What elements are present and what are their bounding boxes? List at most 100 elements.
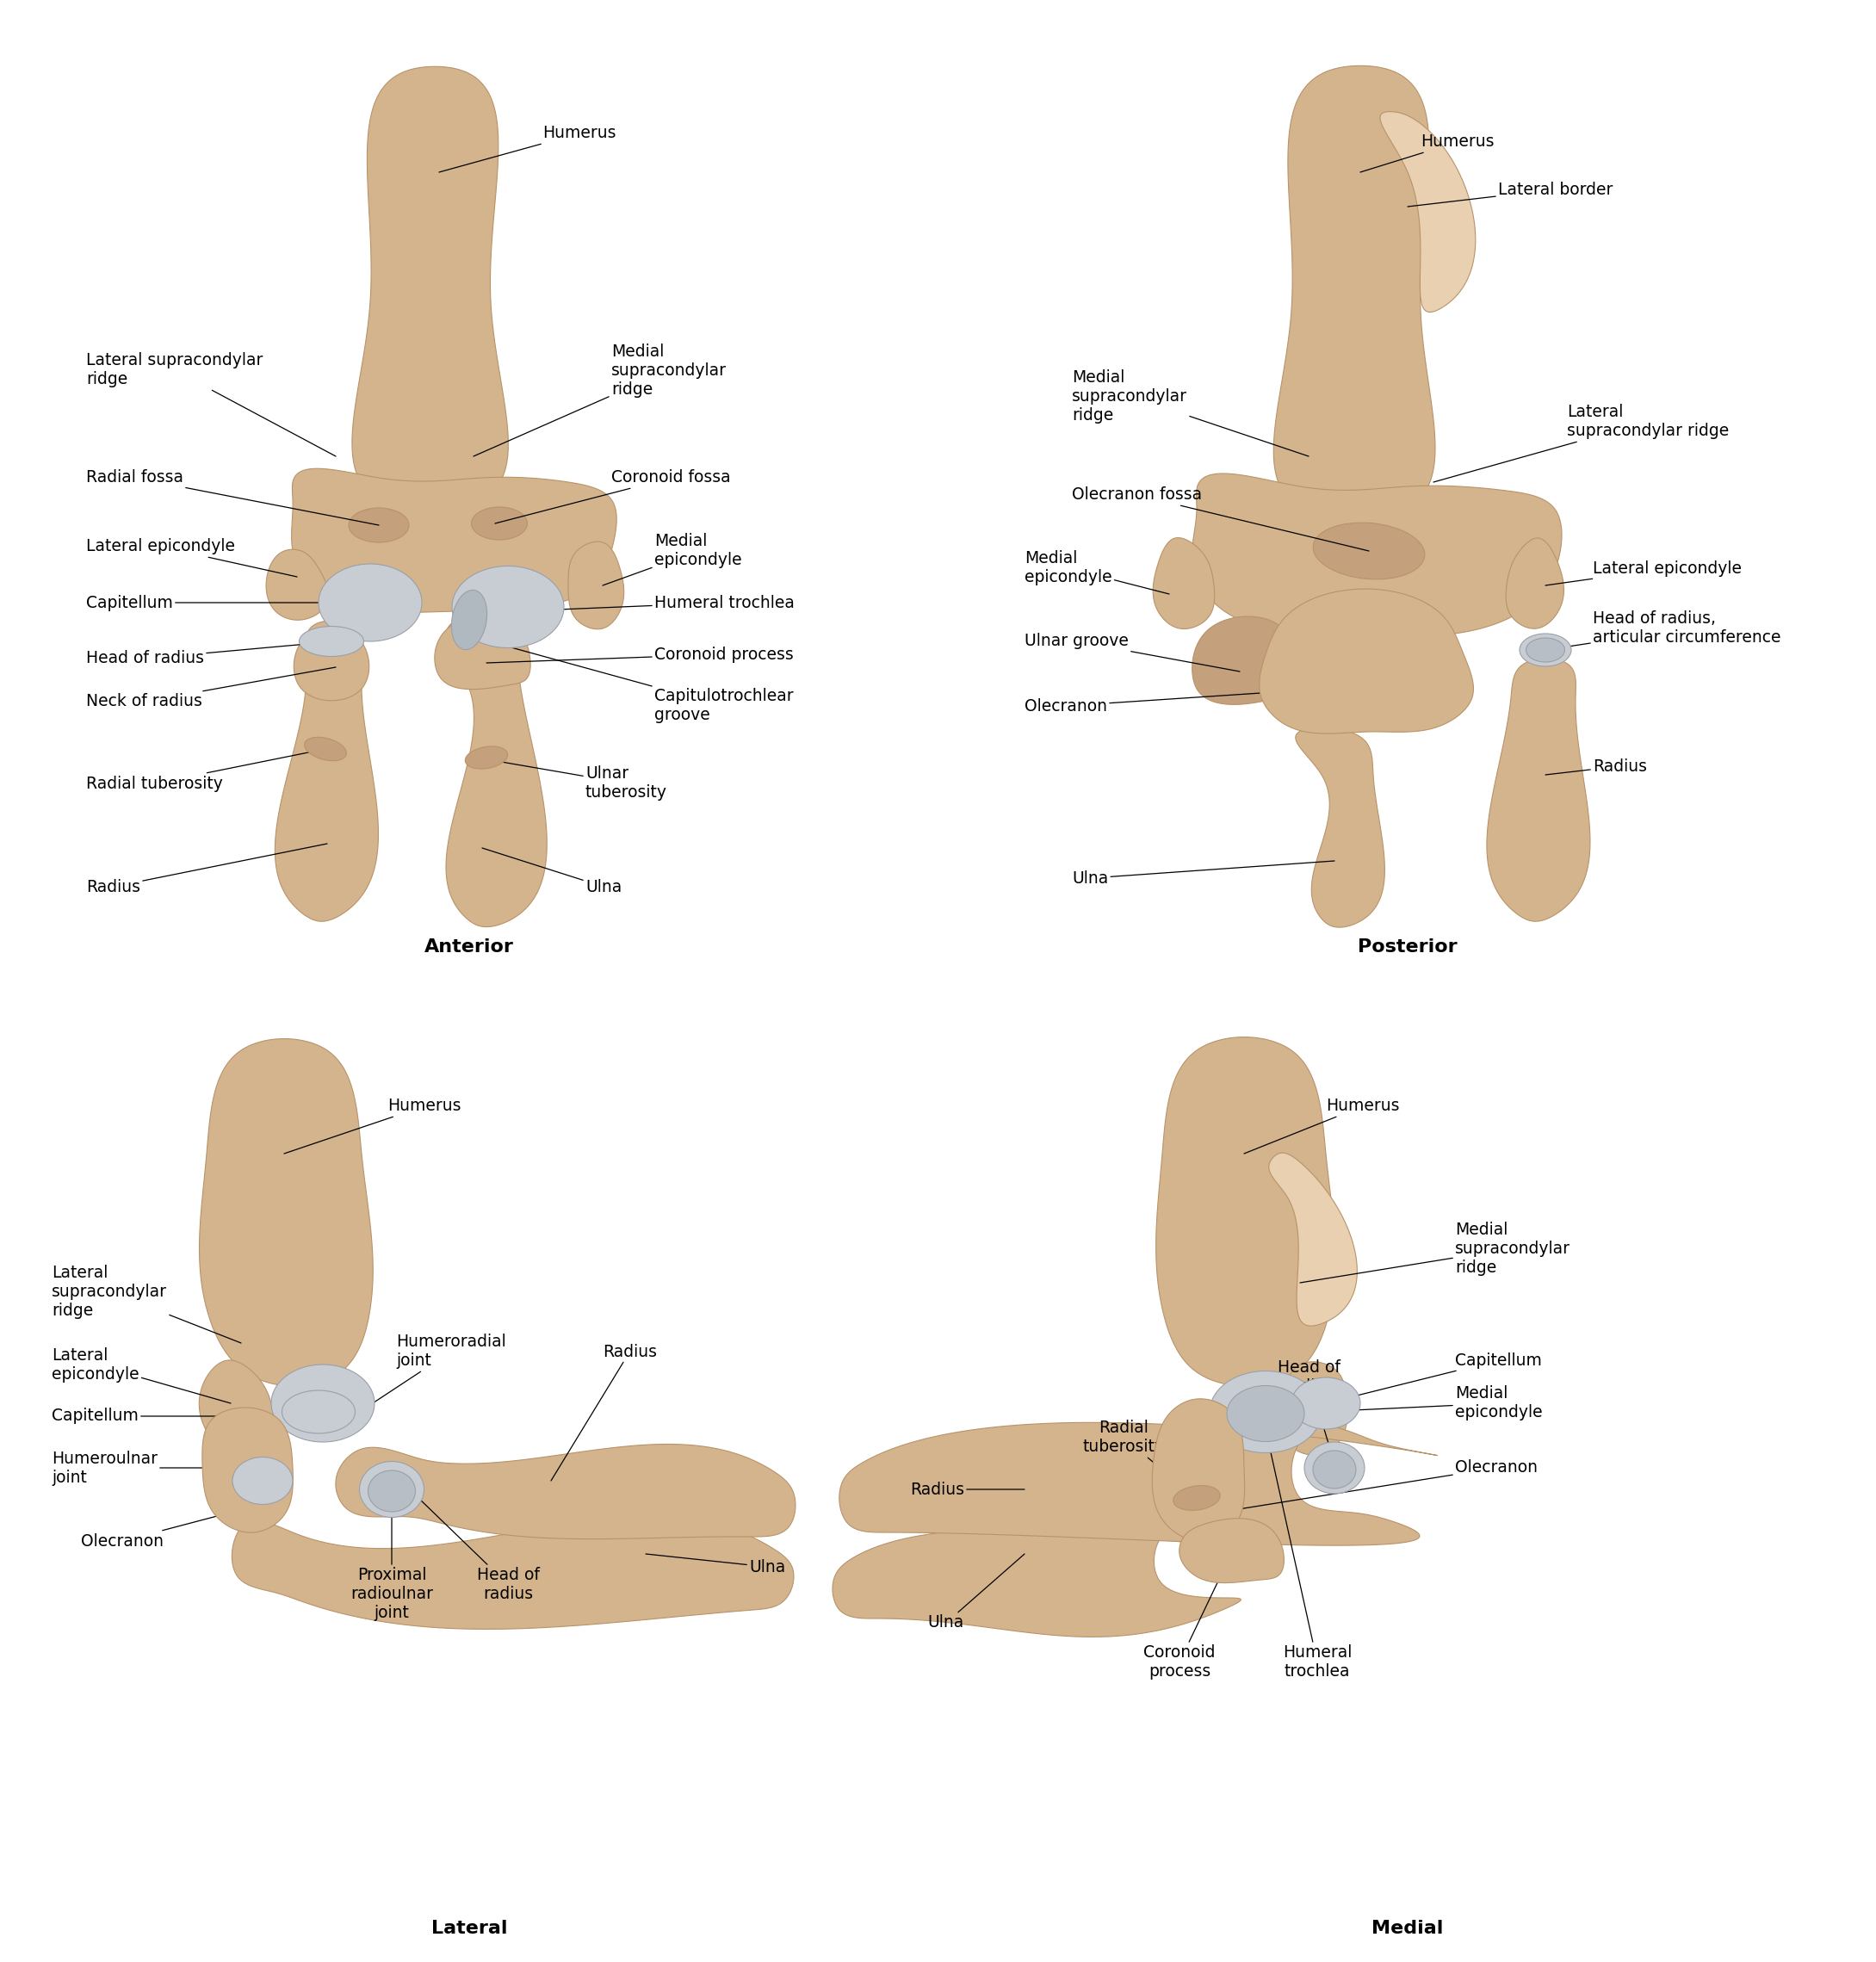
Ellipse shape bbox=[1304, 1442, 1364, 1493]
Ellipse shape bbox=[465, 746, 508, 769]
Text: Head of
radius: Head of radius bbox=[1278, 1360, 1339, 1464]
Text: Medial
supracondylar
ridge: Medial supracondylar ridge bbox=[473, 343, 726, 457]
Text: Humerus: Humerus bbox=[283, 1099, 461, 1154]
Text: Lateral
supracondylar
ridge: Lateral supracondylar ridge bbox=[53, 1264, 240, 1344]
Text: Neck of radius: Neck of radius bbox=[86, 667, 336, 710]
Polygon shape bbox=[353, 67, 508, 510]
Text: Ulna: Ulna bbox=[645, 1554, 786, 1575]
Text: Radial fossa: Radial fossa bbox=[86, 469, 379, 526]
Ellipse shape bbox=[233, 1458, 293, 1505]
Text: Humerus: Humerus bbox=[439, 126, 615, 173]
Text: Medial: Medial bbox=[1371, 1919, 1443, 1936]
Polygon shape bbox=[1268, 1154, 1356, 1326]
Text: Olecranon fossa: Olecranon fossa bbox=[1071, 487, 1369, 551]
Text: Radial tuberosity: Radial tuberosity bbox=[86, 749, 325, 791]
Text: Humerus: Humerus bbox=[1244, 1099, 1399, 1154]
Ellipse shape bbox=[1291, 594, 1437, 663]
Text: Humerus: Humerus bbox=[1360, 133, 1493, 173]
Polygon shape bbox=[276, 620, 379, 922]
Text: Olecranon: Olecranon bbox=[81, 1511, 236, 1550]
Polygon shape bbox=[203, 1407, 293, 1532]
Polygon shape bbox=[446, 616, 548, 926]
Text: Ulna: Ulna bbox=[929, 1554, 1024, 1630]
Ellipse shape bbox=[1210, 1371, 1321, 1452]
Text: Lateral epicondyle: Lateral epicondyle bbox=[86, 538, 296, 577]
Ellipse shape bbox=[298, 626, 364, 657]
Text: Ulnar
tuberosity: Ulnar tuberosity bbox=[486, 759, 668, 800]
Text: Capitellum: Capitellum bbox=[1326, 1352, 1542, 1403]
Text: Lateral border: Lateral border bbox=[1407, 181, 1613, 206]
Ellipse shape bbox=[368, 1470, 415, 1513]
Ellipse shape bbox=[1313, 1450, 1356, 1489]
Text: Humeroradial
joint: Humeroradial joint bbox=[353, 1334, 507, 1417]
Polygon shape bbox=[199, 1038, 373, 1385]
Text: Ulna: Ulna bbox=[1071, 861, 1334, 887]
Text: Ulnar groove: Ulnar groove bbox=[1024, 634, 1240, 671]
Text: Posterior: Posterior bbox=[1358, 938, 1458, 955]
Polygon shape bbox=[1259, 589, 1473, 734]
Polygon shape bbox=[1180, 1519, 1283, 1583]
Text: Radius: Radius bbox=[86, 844, 326, 895]
Text: Humeral
trochlea: Humeral trochlea bbox=[1266, 1428, 1353, 1679]
Polygon shape bbox=[1152, 1399, 1244, 1540]
Text: Anterior: Anterior bbox=[424, 938, 514, 955]
Ellipse shape bbox=[281, 1391, 355, 1434]
Text: Humeroulnar
joint: Humeroulnar joint bbox=[53, 1450, 263, 1485]
Ellipse shape bbox=[452, 591, 488, 649]
Text: Lateral: Lateral bbox=[431, 1919, 507, 1936]
Polygon shape bbox=[1281, 1362, 1347, 1456]
Polygon shape bbox=[199, 1360, 274, 1456]
Polygon shape bbox=[291, 469, 617, 612]
Polygon shape bbox=[1488, 657, 1591, 922]
Text: Olecranon: Olecranon bbox=[1024, 689, 1326, 714]
Ellipse shape bbox=[272, 1364, 375, 1442]
Text: Capitulotrochlear
groove: Capitulotrochlear groove bbox=[473, 638, 794, 724]
Text: Proximal
radioulnar
joint: Proximal radioulnar joint bbox=[351, 1489, 433, 1621]
Text: Head of radius,
articular circumference: Head of radius, articular circumference bbox=[1546, 610, 1780, 649]
Text: Lateral epicondyle: Lateral epicondyle bbox=[1546, 559, 1741, 585]
Text: Head of
radius: Head of radius bbox=[392, 1472, 538, 1603]
Text: Medial
epicondyle: Medial epicondyle bbox=[1024, 551, 1169, 594]
Text: Ulna: Ulna bbox=[482, 848, 621, 895]
Polygon shape bbox=[1506, 538, 1565, 628]
Polygon shape bbox=[295, 628, 370, 700]
Text: Radius: Radius bbox=[1546, 757, 1647, 775]
Ellipse shape bbox=[360, 1462, 424, 1517]
Text: Medial
epicondyle: Medial epicondyle bbox=[602, 534, 741, 585]
Text: Radius: Radius bbox=[910, 1481, 1024, 1497]
Ellipse shape bbox=[304, 738, 347, 761]
Ellipse shape bbox=[349, 508, 409, 542]
Text: Medial
supracondylar
ridge: Medial supracondylar ridge bbox=[1300, 1220, 1570, 1283]
Polygon shape bbox=[435, 616, 531, 689]
Polygon shape bbox=[266, 549, 328, 620]
Ellipse shape bbox=[1227, 1385, 1304, 1442]
Ellipse shape bbox=[319, 563, 422, 642]
Text: Lateral
epicondyle: Lateral epicondyle bbox=[53, 1346, 231, 1403]
Polygon shape bbox=[839, 1422, 1437, 1546]
Ellipse shape bbox=[1313, 608, 1416, 657]
Text: Humeral trochlea: Humeral trochlea bbox=[516, 594, 795, 612]
Polygon shape bbox=[1274, 65, 1435, 520]
Polygon shape bbox=[1191, 616, 1300, 704]
Ellipse shape bbox=[452, 567, 565, 647]
Ellipse shape bbox=[1525, 638, 1565, 661]
Text: Lateral
supracondylar ridge: Lateral supracondylar ridge bbox=[1433, 404, 1730, 483]
Polygon shape bbox=[233, 1517, 794, 1628]
Text: Capitellum: Capitellum bbox=[53, 1409, 293, 1424]
Polygon shape bbox=[1156, 1038, 1336, 1385]
Polygon shape bbox=[1296, 728, 1384, 928]
Text: Olecranon: Olecranon bbox=[1201, 1460, 1538, 1515]
Text: Medial
supracondylar
ridge: Medial supracondylar ridge bbox=[1071, 369, 1309, 457]
Polygon shape bbox=[833, 1528, 1257, 1636]
Ellipse shape bbox=[1520, 634, 1572, 667]
Polygon shape bbox=[1191, 473, 1563, 638]
Ellipse shape bbox=[1313, 522, 1424, 579]
Text: Lateral supracondylar
ridge: Lateral supracondylar ridge bbox=[86, 353, 336, 457]
Text: Medial
epicondyle: Medial epicondyle bbox=[1317, 1385, 1542, 1420]
Text: Head of radius: Head of radius bbox=[86, 642, 336, 667]
Text: Radius: Radius bbox=[552, 1344, 657, 1481]
Polygon shape bbox=[1154, 538, 1214, 630]
Ellipse shape bbox=[471, 506, 527, 540]
Polygon shape bbox=[568, 542, 625, 630]
Text: Coronoid fossa: Coronoid fossa bbox=[495, 469, 730, 524]
